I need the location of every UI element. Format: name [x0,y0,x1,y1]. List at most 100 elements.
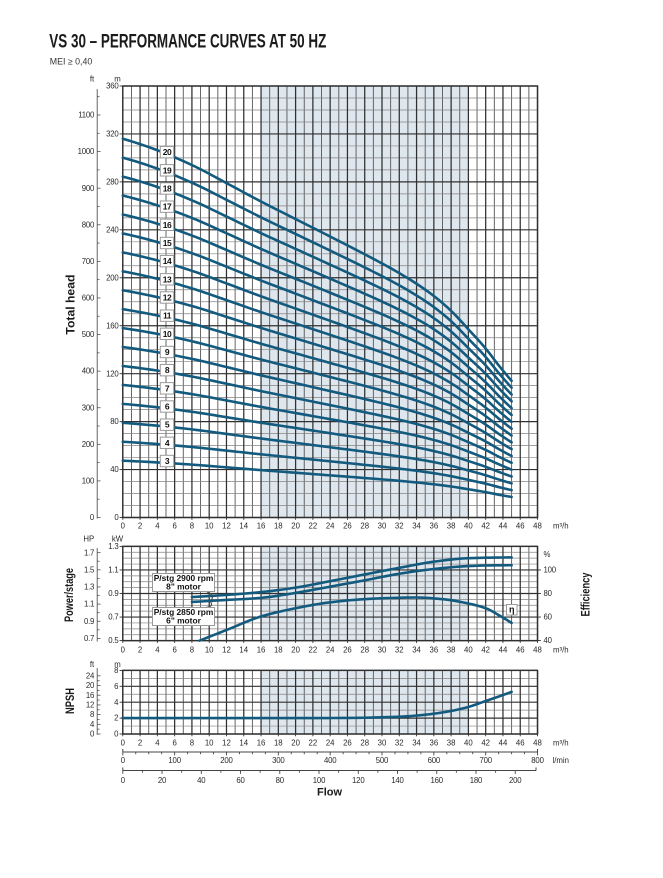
svg-text:30: 30 [378,521,387,530]
svg-text:m³/h: m³/h [553,521,569,530]
svg-text:26: 26 [343,645,352,654]
svg-text:14: 14 [239,521,248,530]
svg-text:4: 4 [90,720,95,729]
svg-text:38: 38 [447,739,456,748]
svg-text:700: 700 [479,756,492,765]
svg-text:14: 14 [163,256,172,266]
svg-text:11: 11 [163,311,172,321]
svg-text:16: 16 [257,645,266,654]
svg-text:16: 16 [257,521,266,530]
svg-text:m: m [114,75,121,84]
svg-text:32: 32 [395,645,404,654]
svg-text:10: 10 [205,645,214,654]
svg-text:1.5: 1.5 [84,565,95,574]
svg-text:240: 240 [106,225,119,234]
svg-text:48: 48 [533,521,542,530]
svg-text:900: 900 [82,184,95,193]
svg-text:l/min: l/min [553,756,569,765]
svg-text:46: 46 [516,645,525,654]
svg-text:42: 42 [481,645,490,654]
svg-text:160: 160 [106,321,119,330]
svg-text:18: 18 [274,645,283,654]
svg-text:26: 26 [343,739,352,748]
svg-text:0.9: 0.9 [108,589,118,598]
svg-text:8: 8 [190,739,194,748]
svg-text:6: 6 [172,739,176,748]
svg-text:400: 400 [324,756,337,765]
svg-text:Total head: Total head [64,275,78,335]
svg-text:18: 18 [163,183,172,193]
svg-text:28: 28 [360,739,369,748]
svg-text:HP: HP [83,535,94,544]
svg-text:0: 0 [121,776,126,785]
svg-text:160: 160 [431,776,444,785]
svg-text:4: 4 [155,739,160,748]
svg-text:40: 40 [544,636,553,645]
svg-text:12: 12 [163,292,172,302]
svg-text:12: 12 [222,739,231,748]
svg-text:14: 14 [239,739,248,748]
svg-text:0: 0 [114,730,119,739]
svg-text:22: 22 [309,645,318,654]
svg-text:180: 180 [470,776,483,785]
svg-text:0.7: 0.7 [84,634,94,643]
svg-text:32: 32 [395,739,404,748]
svg-text:19: 19 [163,165,172,175]
svg-text:1.1: 1.1 [84,600,94,609]
svg-text:1100: 1100 [78,111,95,120]
svg-text:140: 140 [391,776,404,785]
svg-text:m³/h: m³/h [553,739,569,748]
svg-text:0.9: 0.9 [84,617,94,626]
svg-text:4: 4 [165,438,170,448]
svg-text:3: 3 [165,456,170,466]
svg-text:120: 120 [106,369,119,378]
svg-text:8: 8 [90,710,94,719]
svg-text:46: 46 [516,739,525,748]
svg-text:1.3: 1.3 [84,583,94,592]
svg-text:300: 300 [82,403,95,412]
svg-text:600: 600 [82,294,95,303]
svg-text:24: 24 [326,521,335,530]
svg-text:VS 30 – PERFORMANCE CURVES AT: VS 30 – PERFORMANCE CURVES AT 50 HZ [49,31,326,53]
svg-text:60: 60 [544,613,553,622]
svg-text:Efficiency: Efficiency [579,572,593,616]
svg-text:100: 100 [313,776,326,785]
svg-text:36: 36 [429,521,438,530]
svg-text:22: 22 [309,739,318,748]
svg-text:0: 0 [121,645,126,654]
svg-text:200: 200 [106,273,119,282]
svg-text:24: 24 [326,739,335,748]
svg-text:40: 40 [464,521,473,530]
svg-text:ft: ft [90,75,95,84]
svg-text:280: 280 [106,177,119,186]
svg-text:800: 800 [82,220,95,229]
svg-text:42: 42 [481,521,490,530]
svg-text:14: 14 [239,645,248,654]
svg-text:24: 24 [326,645,335,654]
svg-text:2: 2 [114,714,118,723]
svg-text:12: 12 [222,645,231,654]
svg-text:6: 6 [172,521,176,530]
svg-text:34: 34 [412,521,421,530]
svg-text:28: 28 [360,521,369,530]
svg-text:80: 80 [544,589,553,598]
svg-text:8: 8 [114,666,118,675]
svg-text:36: 36 [429,645,438,654]
svg-text:42: 42 [481,739,490,748]
svg-text:ft: ft [90,660,95,669]
svg-text:1.1: 1.1 [108,566,118,575]
svg-text:η: η [509,605,515,615]
svg-text:200: 200 [509,776,522,785]
svg-text:18: 18 [274,739,283,748]
svg-text:10: 10 [205,521,214,530]
svg-text:7: 7 [165,383,170,393]
svg-text:200: 200 [82,440,95,449]
svg-text:8" motor: 8" motor [166,582,201,592]
svg-text:80: 80 [110,417,119,426]
svg-text:100: 100 [544,566,557,575]
svg-text:17: 17 [163,202,172,212]
svg-text:0: 0 [121,756,126,765]
svg-text:40: 40 [197,776,206,785]
svg-text:8: 8 [165,365,170,375]
svg-text:2: 2 [138,645,142,654]
